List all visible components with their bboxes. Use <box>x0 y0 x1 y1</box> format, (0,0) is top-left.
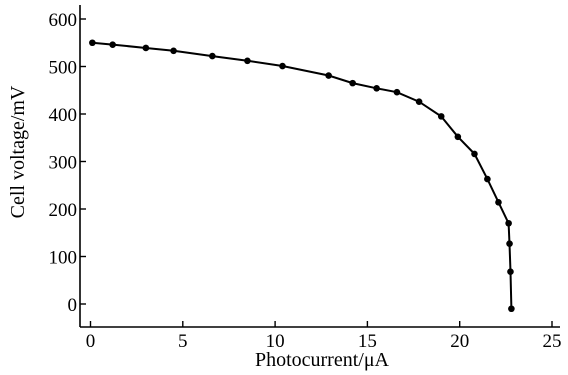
data-point <box>209 52 216 60</box>
x-tick-label: 15 <box>358 331 377 352</box>
x-tick-label: 20 <box>450 331 469 352</box>
y-tick-label: 600 <box>49 10 78 31</box>
y-tick-label: 400 <box>49 105 78 126</box>
data-point <box>325 72 332 79</box>
data-point <box>507 268 514 276</box>
y-tick-label: 500 <box>49 58 78 79</box>
data-point <box>393 88 401 96</box>
data-point <box>471 150 478 158</box>
series-group <box>89 39 515 313</box>
x-tick-label: 10 <box>266 331 285 352</box>
data-point <box>505 219 512 227</box>
data-point <box>415 98 423 105</box>
x-tick-label: 25 <box>543 331 562 352</box>
data-point <box>170 47 177 55</box>
data-point <box>484 175 491 183</box>
x-tick-label: 5 <box>178 331 188 352</box>
data-point <box>373 85 380 92</box>
x-tick-label: 0 <box>86 331 96 352</box>
axes <box>79 5 560 328</box>
data-point <box>279 62 286 70</box>
y-tick-label: 200 <box>49 200 78 221</box>
y-tick-label: 300 <box>49 153 78 174</box>
series-line <box>92 41 513 309</box>
y-tick-label: 100 <box>49 248 78 269</box>
data-point <box>89 39 96 47</box>
x-axis-label: Photocurrent/μA <box>255 349 390 371</box>
data-point <box>437 113 445 120</box>
data-point <box>142 44 150 52</box>
data-point <box>349 79 356 87</box>
data-point <box>109 41 116 48</box>
data-point <box>495 199 502 206</box>
ticks: 0 5 10 15 20 25 0 100 200 300 400 500 600 <box>49 10 562 352</box>
data-point <box>244 57 251 65</box>
y-tick-label: 0 <box>68 295 78 316</box>
data-point <box>506 240 513 247</box>
data-point <box>508 305 515 313</box>
y-axis-label: Cell voltage/mV <box>7 85 29 218</box>
data-point <box>454 133 462 141</box>
